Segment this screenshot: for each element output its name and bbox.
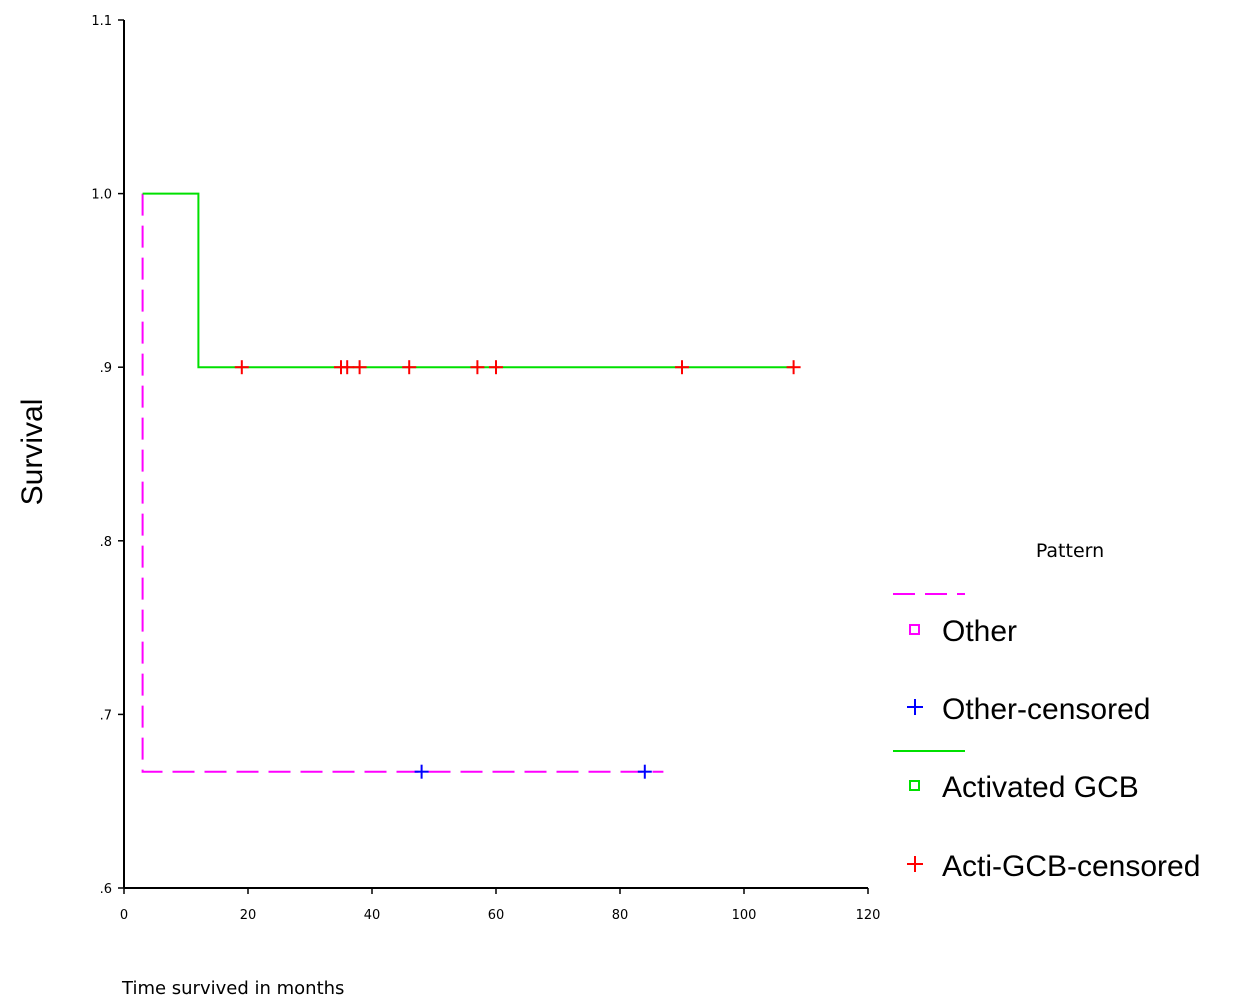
x-axis-title: Time survived in months <box>121 978 344 998</box>
censor-marker-acti-gcb-censored <box>402 360 417 375</box>
censor-marker-acti-gcb-censored <box>234 360 249 375</box>
x-tick-label: 120 <box>856 908 881 923</box>
legend-other-censored-marker <box>907 699 923 715</box>
y-tick-label: .7 <box>100 708 112 723</box>
x-tick-label: 100 <box>732 908 757 923</box>
plot-area: .6 .7 .8 .9 1.0 1.1 0 20 40 60 80 100 120 <box>91 14 880 923</box>
censor-marker-other-censored <box>637 764 652 779</box>
censor-marker-other-censored <box>414 764 429 779</box>
legend-activated-gcb-marker <box>909 780 920 791</box>
y-tick-label: 1.0 <box>91 188 112 203</box>
y-axis-title: Survival <box>16 399 49 506</box>
legend-label-activated-gcb: Activated GCB <box>942 771 1139 804</box>
censor-marker-acti-gcb-censored <box>470 360 485 375</box>
censor-marker-acti-gcb-censored <box>675 360 689 375</box>
legend-acti-gcb-censored-marker <box>907 856 923 872</box>
censor-marker-acti-gcb-censored <box>786 360 801 375</box>
censor-marker-acti-gcb-censored <box>352 360 367 375</box>
legend-title: Pattern <box>1036 540 1104 562</box>
x-tick-label: 40 <box>364 908 381 923</box>
legend-other-marker <box>909 624 920 635</box>
legend-label-acti-gcb-censored: Acti-GCB-censored <box>942 850 1200 883</box>
legend-label-other: Other <box>942 615 1017 648</box>
y-tick-label: .8 <box>100 535 112 550</box>
y-tick-label: .9 <box>100 361 112 376</box>
x-tick-label: 20 <box>240 908 257 923</box>
x-tick-label: 0 <box>120 908 128 923</box>
x-tick-label: 60 <box>488 908 505 923</box>
series-line-other <box>141 193 664 773</box>
censor-marker-acti-gcb-censored <box>489 360 503 375</box>
legend: Pattern Other Other-censored Activated G… <box>893 540 1200 883</box>
series-line-activated-gcb <box>142 192 794 369</box>
y-tick-label: .6 <box>100 882 112 897</box>
censor-marker-acti-gcb-censored <box>340 360 355 375</box>
x-tick-label: 80 <box>612 908 629 923</box>
y-tick-label: 1.1 <box>91 14 112 29</box>
legend-label-other-censored: Other-censored <box>942 693 1150 726</box>
